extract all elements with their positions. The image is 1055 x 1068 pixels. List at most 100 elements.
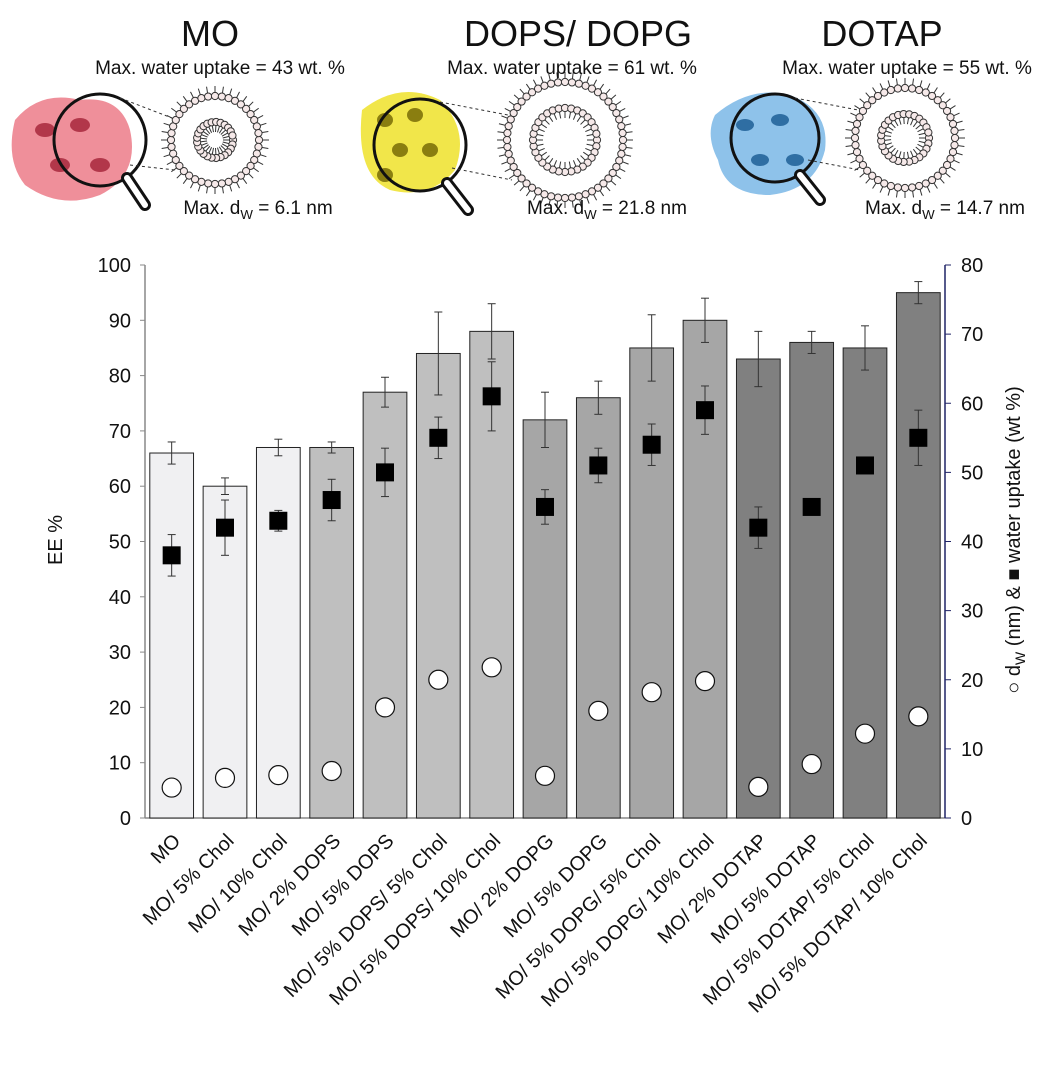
lipid-head — [167, 129, 176, 138]
circle-marker — [908, 706, 929, 727]
lipid-head — [254, 142, 263, 151]
circle-marker — [268, 765, 289, 786]
lipid-head — [246, 110, 255, 119]
y-tick-label: 50 — [109, 532, 131, 554]
square-marker — [642, 435, 661, 454]
lipid-head — [197, 94, 206, 103]
lipid-head — [175, 110, 184, 119]
square-marker — [429, 428, 448, 447]
lipid-head — [933, 96, 942, 105]
lipid-head — [593, 88, 603, 97]
y-tick-label: 20 — [109, 697, 131, 719]
lipid-head — [228, 131, 237, 140]
lipid-head — [863, 166, 872, 175]
panel-dw: Max. dW = 14.7 nm — [865, 198, 1025, 222]
lipid-head — [914, 181, 924, 191]
circle-marker — [481, 657, 502, 678]
lipid-head — [217, 179, 226, 188]
lipid-head — [527, 88, 537, 97]
lipid-head — [618, 135, 628, 145]
lipid-head — [615, 115, 624, 124]
lipid-head — [858, 106, 868, 116]
error-bar — [914, 281, 923, 305]
lipid-head — [567, 78, 577, 87]
bar — [149, 452, 195, 819]
lipid-head — [950, 141, 959, 150]
lipid-head — [942, 160, 952, 170]
lipid-head — [593, 183, 603, 192]
lipid-head — [185, 100, 194, 109]
square-marker — [376, 463, 394, 482]
lipid-head — [190, 175, 200, 184]
lipid-head — [921, 179, 930, 188]
lipid-head — [179, 104, 188, 113]
lipid-head — [618, 142, 627, 152]
panel-title: DOTAP — [821, 13, 942, 54]
panel-dw: Max. dW = 21.8 nm — [527, 198, 687, 222]
y-axis-label: EE % — [45, 515, 67, 565]
lipid-head — [851, 126, 860, 135]
lipid-head — [210, 91, 220, 101]
lipid-head — [948, 119, 958, 129]
lipid-head — [504, 149, 513, 158]
lipid-head — [946, 113, 955, 122]
lipid-head — [513, 168, 522, 178]
lipid-head — [617, 122, 626, 131]
illustrations — [11, 72, 965, 216]
error-bar — [327, 441, 336, 454]
y2-tick-label: 0 — [961, 808, 972, 830]
lipid-head — [587, 84, 597, 93]
lipid-head — [574, 79, 583, 88]
circle-marker — [534, 765, 556, 786]
y2-label-prefix: ○ d — [1003, 665, 1025, 694]
lipid-head — [927, 175, 937, 185]
bar — [629, 347, 675, 819]
lipid-head — [914, 85, 924, 95]
error-bar — [434, 311, 443, 396]
y2-tick-label: 40 — [961, 532, 983, 554]
lipid-head — [886, 85, 896, 95]
y2-label-rest: (nm) & ■ water uptake (wt %) — [1003, 386, 1025, 651]
y2-label-sub: W — [1012, 651, 1028, 665]
bar — [789, 341, 835, 819]
error-bar — [381, 376, 389, 408]
lipid-head — [924, 128, 933, 137]
dw-sub: W — [584, 207, 597, 222]
lipid-head — [604, 174, 613, 183]
lipid-head — [509, 108, 518, 118]
lipid-head — [851, 141, 860, 150]
y2-tick-label: 20 — [961, 670, 983, 692]
lipid-head — [513, 102, 522, 112]
bar — [255, 446, 301, 819]
lipid-head — [171, 115, 180, 125]
lipid-head — [581, 190, 590, 199]
error-bar — [647, 314, 656, 382]
dw-rest: = 6.1 nm — [253, 198, 333, 219]
lipid-head — [618, 128, 627, 138]
lipid-head — [533, 187, 543, 196]
lipid-head — [522, 179, 531, 188]
lipid-head — [504, 122, 513, 131]
panel-title: DOPS/ DOPG — [464, 13, 692, 54]
y-tick-label: 30 — [109, 642, 131, 664]
y2-tick-label: 60 — [961, 393, 983, 415]
circle-marker — [854, 723, 876, 744]
lipid-head — [855, 154, 864, 163]
lipid-head — [858, 160, 868, 170]
lipid-head — [560, 77, 570, 87]
error-bar — [274, 438, 283, 457]
square-marker — [856, 456, 874, 475]
lipid-head — [547, 79, 556, 88]
dw-sub: W — [922, 207, 935, 222]
lipid-head — [880, 88, 889, 97]
bar — [842, 347, 888, 819]
lipid-head — [242, 104, 251, 113]
square-marker — [269, 511, 288, 530]
lipid-head — [210, 179, 220, 189]
dw-prefix: Max. d — [527, 198, 584, 219]
dotap-cubic-phase — [710, 92, 861, 206]
error-bar — [701, 297, 709, 343]
panel-uptake: Max. water uptake = 43 wt. % — [95, 58, 345, 79]
lipid-head — [175, 161, 184, 170]
panel-uptake: Max. water uptake = 61 wt. % — [447, 58, 697, 79]
